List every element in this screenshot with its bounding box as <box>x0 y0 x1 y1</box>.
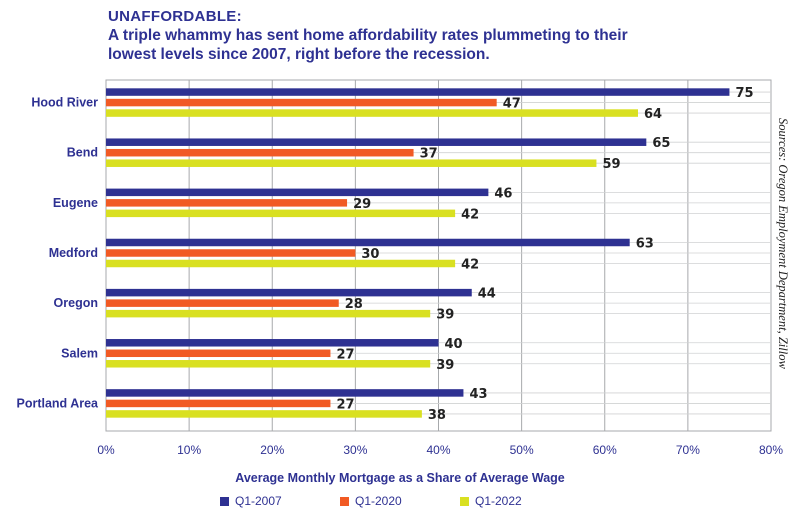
bar <box>106 88 730 96</box>
x-tick-label: 30% <box>343 443 367 457</box>
category-label: Eugene <box>53 196 98 210</box>
bar <box>106 360 431 368</box>
legend-swatch-q1-2022 <box>460 496 469 506</box>
data-label: 27 <box>336 397 354 412</box>
data-label: 42 <box>461 257 479 272</box>
legend-item-q1-2007: Q1-2007 <box>220 494 340 508</box>
data-label: 43 <box>469 387 487 402</box>
data-label: 65 <box>652 136 670 151</box>
legend: Q1-2007 Q1-2020 Q1-2022 <box>0 494 800 508</box>
bar <box>106 309 431 318</box>
bar <box>106 299 339 307</box>
category-label: Bend <box>67 146 98 160</box>
data-label: 59 <box>602 157 620 172</box>
x-tick-label: 0% <box>97 443 115 457</box>
data-label: 42 <box>461 207 479 222</box>
bar <box>106 389 464 397</box>
data-label: 39 <box>436 308 454 323</box>
legend-label-q1-2022: Q1-2022 <box>475 494 522 508</box>
data-label: 75 <box>735 86 753 101</box>
bar <box>106 410 422 418</box>
bar <box>106 138 647 146</box>
data-label: 37 <box>420 147 438 162</box>
data-label: 44 <box>478 287 496 302</box>
x-tick-label: 60% <box>593 443 617 457</box>
legend-swatch-q1-2007 <box>220 496 229 506</box>
chart-heading: UNAFFORDABLE: A triple whammy has sent h… <box>108 8 648 64</box>
bar <box>106 188 489 197</box>
x-tick-label: 20% <box>260 443 284 457</box>
bar <box>106 209 456 218</box>
x-tick-label: 80% <box>759 443 783 457</box>
legend-item-q1-2022: Q1-2022 <box>460 494 580 508</box>
data-label: 29 <box>353 197 371 212</box>
category-label: Oregon <box>54 296 98 310</box>
data-label: 46 <box>494 186 512 201</box>
bar <box>106 399 331 408</box>
x-tick-label: 70% <box>676 443 700 457</box>
bar <box>106 199 348 207</box>
data-label: 39 <box>436 358 454 373</box>
x-tick-label: 40% <box>426 443 450 457</box>
bar <box>106 349 331 358</box>
bar <box>106 339 439 347</box>
bar <box>106 249 356 257</box>
data-label: 38 <box>428 408 446 423</box>
legend-item-q1-2020: Q1-2020 <box>340 494 460 508</box>
data-label: 30 <box>361 247 379 262</box>
x-tick-label: 50% <box>510 443 534 457</box>
bar <box>106 148 414 157</box>
legend-swatch-q1-2020 <box>340 496 349 506</box>
source-note: Sources: Oregon Employment Department, Z… <box>776 118 790 369</box>
bar <box>106 159 597 167</box>
data-label: 40 <box>445 337 463 352</box>
category-label: Portland Area <box>16 396 99 410</box>
chart-kicker: UNAFFORDABLE: <box>108 8 242 25</box>
data-label: 47 <box>503 97 521 112</box>
bar <box>106 238 630 247</box>
data-label: 28 <box>345 297 363 312</box>
x-tick-label: 10% <box>177 443 201 457</box>
bar <box>106 109 638 117</box>
chart-subtitle: A triple whammy has sent home affordabil… <box>108 27 628 63</box>
bar <box>106 259 456 268</box>
category-label: Salem <box>61 346 98 360</box>
category-label: Hood River <box>31 96 98 110</box>
legend-label-q1-2020: Q1-2020 <box>355 494 402 508</box>
data-label: 63 <box>636 236 654 251</box>
data-label: 27 <box>336 347 354 362</box>
data-label: 64 <box>644 107 662 122</box>
legend-label-q1-2007: Q1-2007 <box>235 494 282 508</box>
category-label: Medford <box>49 246 98 260</box>
x-axis-label: Average Monthly Mortgage as a Share of A… <box>235 471 565 485</box>
bar <box>106 98 497 107</box>
bar <box>106 288 472 297</box>
